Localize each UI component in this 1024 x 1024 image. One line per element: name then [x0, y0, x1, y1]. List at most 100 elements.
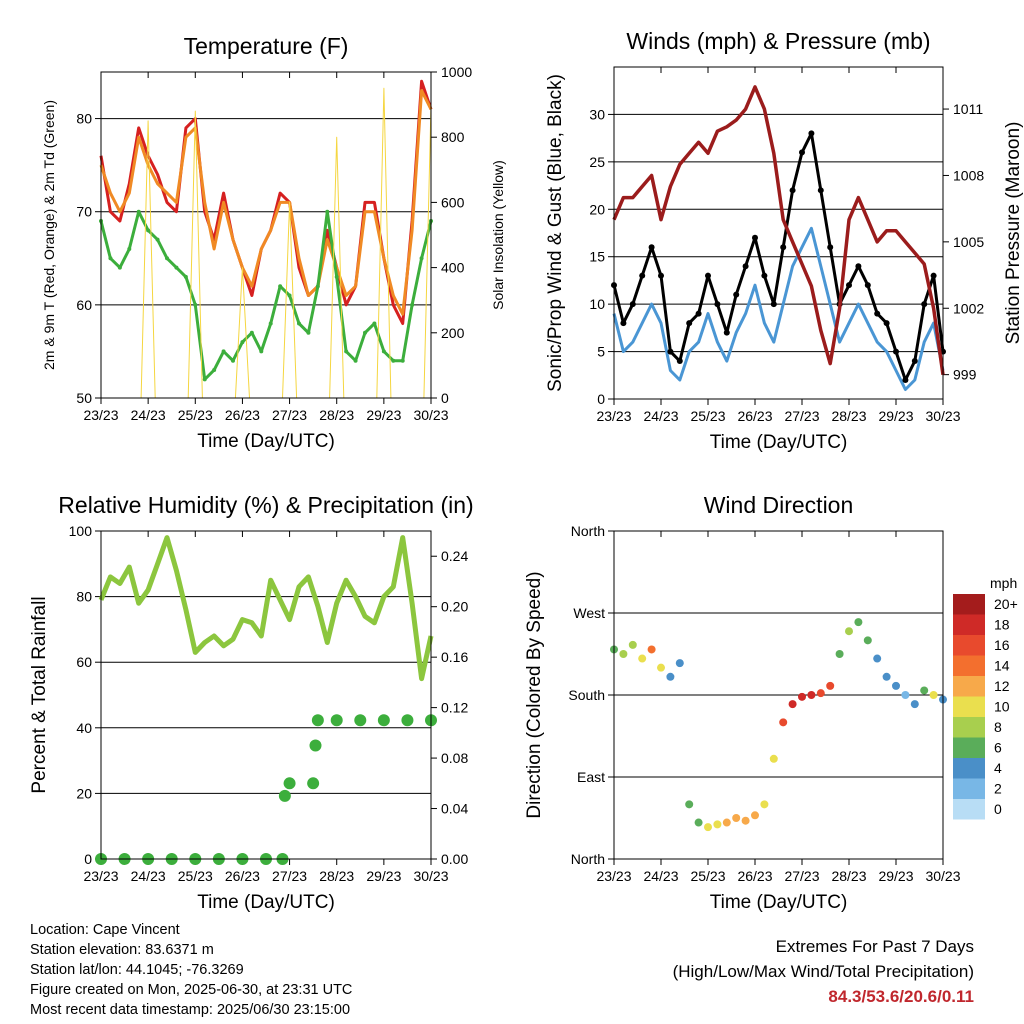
x-tick-label: 27/23 [272, 407, 307, 423]
y-tick-label: 25 [589, 154, 605, 170]
x-tick-label: 27/23 [784, 408, 819, 424]
colorbar-label: 12 [994, 678, 1010, 694]
gust-point [667, 348, 674, 355]
direction-point [807, 691, 816, 699]
rainfall-point [278, 789, 291, 802]
x-tick-label: 24/23 [643, 868, 678, 884]
direction-point [760, 800, 769, 809]
direction-point [704, 823, 712, 832]
series-group [610, 618, 947, 832]
direction-point [685, 800, 694, 809]
rainfall-point [330, 714, 343, 727]
gust-point [676, 358, 683, 365]
y-right-tick-label: 1005 [953, 234, 984, 250]
extremes-values: 84.3/53.6/20.6/0.11 [828, 987, 974, 1006]
direction-point [929, 691, 938, 699]
y-right-tick-label: 1000 [441, 64, 472, 80]
temp_9m-line [99, 89, 433, 316]
direction-point [826, 681, 835, 690]
dewpoint-point [212, 368, 217, 373]
y-tick-label: 20 [76, 785, 92, 801]
extremes-title: Extremes For Past 7 Days [775, 937, 974, 956]
dewpoint-point [278, 284, 283, 289]
colorbar-swatch [953, 717, 985, 738]
y-tick-label: 80 [76, 589, 92, 605]
gust-point [752, 234, 758, 241]
dewpoint-point [287, 293, 292, 298]
y-tick-label: 20 [589, 201, 605, 217]
dewpoint-point [400, 358, 405, 363]
direction-point [769, 754, 778, 763]
plot-frame [613, 66, 944, 400]
x-tick-label: 30/23 [925, 408, 960, 424]
direction-point [722, 818, 731, 827]
direction-point [901, 691, 910, 699]
y-tick-label: West [573, 605, 605, 621]
dewpoint-line [99, 210, 433, 381]
colorbar-swatch [953, 799, 985, 820]
colorbar-swatch [953, 758, 985, 779]
colorbar-label: 14 [994, 658, 1010, 674]
rainfall-point [401, 714, 414, 727]
y-tick-label: 50 [76, 390, 92, 406]
y-right-tick-label: 0.00 [441, 851, 468, 867]
sonic-line [612, 226, 945, 391]
gust-point [893, 348, 899, 355]
gust-point [648, 244, 655, 251]
direction-point [845, 627, 853, 636]
colorbar-swatch [953, 676, 985, 697]
direction-point [863, 636, 872, 645]
y-tick-label: 10 [589, 296, 605, 312]
x-tick-label: 26/23 [225, 868, 260, 884]
direction-point [741, 816, 750, 825]
dewpoint-point [165, 256, 169, 261]
colorbar-label: 18 [994, 617, 1010, 633]
colorbar-label: 16 [994, 637, 1010, 653]
gust-point [705, 272, 711, 279]
x-tick-label: 26/23 [737, 868, 772, 884]
colorbar-swatch [953, 614, 985, 635]
winds-pressure-panel: 0 5 10 15 20 25 30 999 1002 1005 1008 1011 23/23 24/2… [545, 28, 1024, 453]
direction-point [694, 818, 703, 827]
y-tick-label: 30 [589, 106, 605, 122]
speed-colorbar: mph 20+ 18 16 14 12 10 8 6 4 2 0 [953, 575, 1018, 820]
dewpoint-point [353, 358, 358, 363]
direction-point [619, 650, 628, 658]
gust-point [911, 358, 918, 365]
x-tick-label: 29/23 [878, 408, 913, 424]
extremes-block: Extremes For Past 7 Days (High/Low/Max W… [673, 934, 974, 1009]
dewpoint-point [202, 377, 207, 382]
data-timestamp: Most recent data timestamp: 2025/06/30 2… [30, 1002, 351, 1018]
y-right-tick-label: 0 [441, 390, 449, 406]
rainfall-point [309, 739, 322, 752]
y-right-tick-label: 0.04 [441, 801, 468, 817]
humidity-precip-panel: 0 20 40 60 80 100 0.00 0.04 0.08 0.12 0.16 0.20 0.24… [29, 492, 474, 913]
y-tick-label: 5 [597, 344, 605, 360]
dewpoint-point [259, 349, 264, 354]
plot-frame [100, 71, 432, 399]
x-axis-label: Time (Day/UTC) [197, 431, 335, 452]
gust-point [723, 329, 730, 336]
direction-point [920, 686, 929, 695]
x-tick-label: 25/23 [178, 868, 213, 884]
dewpoint-point [249, 330, 254, 335]
gust-point [780, 244, 787, 251]
rainfall-point [354, 714, 367, 727]
direction-point [779, 718, 788, 727]
y-right-tick-label: 1011 [953, 101, 983, 117]
rh-line [98, 535, 434, 682]
rainfall-point [311, 714, 324, 727]
direction-point [873, 654, 882, 663]
x-tick-label: 29/23 [366, 868, 401, 884]
station-location: Location: Cape Vincent [30, 922, 180, 938]
y-right-tick-label: 0.24 [441, 548, 468, 564]
x-axis-label: Time (Day/UTC) [710, 432, 848, 453]
gust-point [799, 149, 805, 156]
extremes-subtitle: (High/Low/Max Wind/Total Precipitation) [672, 962, 974, 981]
x-axis-label: Time (Day/UTC) [197, 892, 335, 913]
colorbar-swatch [953, 778, 985, 799]
x-tick-label: 29/23 [878, 868, 913, 884]
colorbar-label: 4 [994, 760, 1002, 776]
